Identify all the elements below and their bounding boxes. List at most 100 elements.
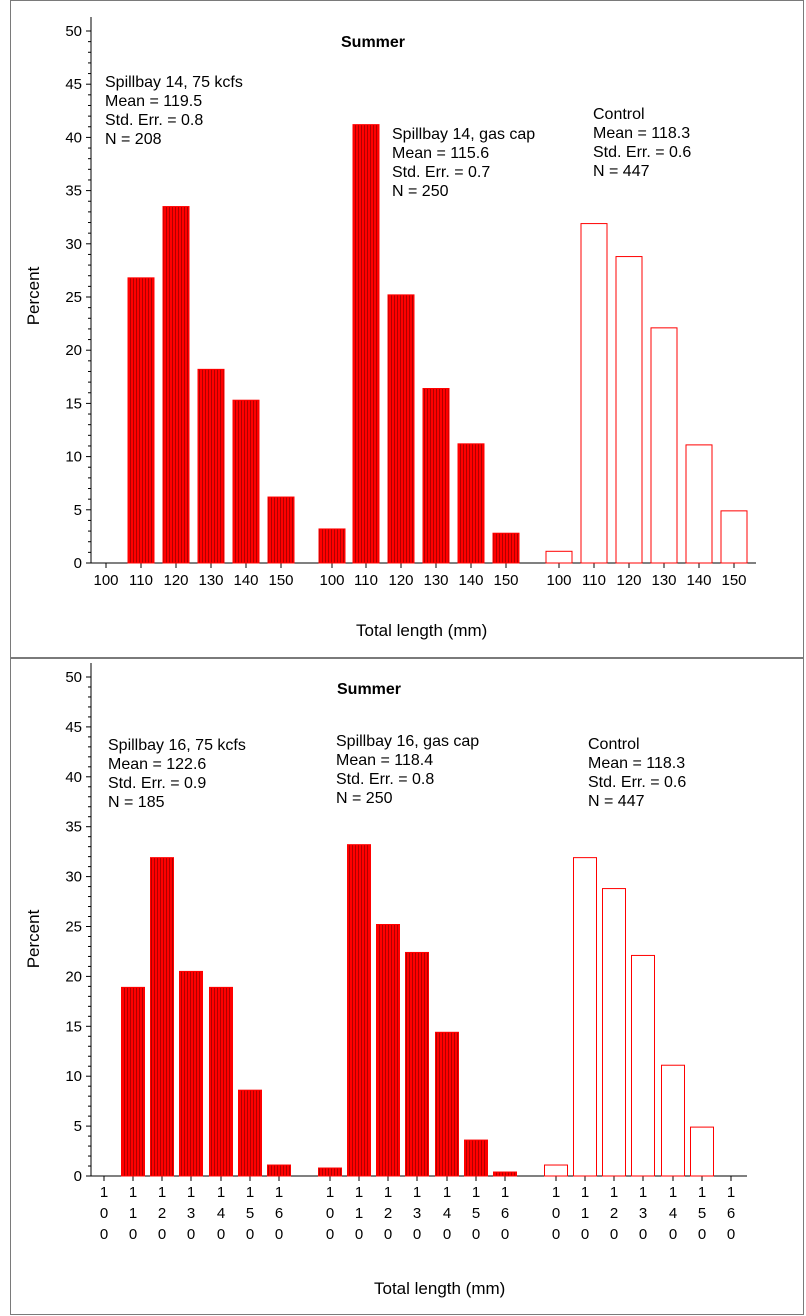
x-axis-label: Total length (mm) xyxy=(356,621,488,640)
series-info-spillbay14-gascap: Spillbay 14, gas cap Mean = 115.6 Std. E… xyxy=(392,125,535,201)
y-tick-label: 40 xyxy=(65,129,82,146)
bar xyxy=(318,1167,342,1177)
x-axis-label: Total length (mm) xyxy=(374,1279,506,1298)
y-axis-label: Percent xyxy=(24,266,43,326)
bar xyxy=(162,206,190,564)
x-tick-label: 100 xyxy=(93,572,118,589)
chart-title: Summer xyxy=(337,681,402,698)
bar xyxy=(545,550,573,564)
bar xyxy=(405,951,429,1177)
series-mean: Mean = 118.3 xyxy=(588,755,686,772)
x-tick-label: 120 xyxy=(388,572,413,589)
series-name: Control xyxy=(588,736,640,753)
series-n: N = 185 xyxy=(108,794,165,811)
series-mean: Mean = 115.6 xyxy=(392,145,490,162)
series-n: N = 208 xyxy=(105,131,162,148)
y-tick-label: 50 xyxy=(65,669,82,686)
bar xyxy=(690,1126,714,1177)
chart-panel-top: 0 5 10 15 20 25 30 35 40 45 50 100 110 120 130 140 150 10… xyxy=(10,0,804,658)
y-tick-label: 25 xyxy=(65,919,82,936)
bar xyxy=(209,986,233,1177)
series-mean: Mean = 122.6 xyxy=(108,756,207,773)
series-info-spillbay16-75kcfs: Spillbay 16, 75 kcfs Mean = 122.6 Std. E… xyxy=(108,736,246,812)
bar xyxy=(602,888,626,1177)
x-tick-label: 130 xyxy=(651,572,676,589)
bar xyxy=(615,256,643,564)
y-tick-label: 0 xyxy=(74,555,82,572)
series-mean: Mean = 119.5 xyxy=(105,93,203,110)
series-name: Spillbay 14, gas cap xyxy=(392,126,536,143)
y-tick-label: 45 xyxy=(65,719,82,736)
y-tick-label: 50 xyxy=(65,23,82,40)
bar xyxy=(232,399,260,564)
series-stderr: Std. Err. = 0.6 xyxy=(593,144,692,161)
series-stderr: Std. Err. = 0.8 xyxy=(105,112,204,129)
bar xyxy=(197,368,225,564)
x-tick-label: 130 xyxy=(198,572,223,589)
y-tick-label: 40 xyxy=(65,769,82,786)
series-stderr: Std. Err. = 0.8 xyxy=(336,771,435,788)
series-info-spillbay14-75kcfs: Spillbay 14, 75 kcfs Mean = 119.5 Std. E… xyxy=(105,73,243,149)
x-tick-label: 150 xyxy=(493,572,518,589)
y-tick-label: 20 xyxy=(65,968,82,985)
y-tick-label: 25 xyxy=(65,289,82,306)
bar xyxy=(580,223,608,564)
y-tick-label: 15 xyxy=(65,1018,82,1035)
bar xyxy=(720,510,748,564)
series-info-control: Control Mean = 118.3 Std. Err. = 0.6 N =… xyxy=(593,105,691,181)
y-tick-label: 15 xyxy=(65,395,82,412)
x-tick-label: 110 xyxy=(129,572,153,589)
series-stderr: Std. Err. = 0.9 xyxy=(108,775,207,792)
bar xyxy=(661,1064,685,1177)
x-tick-label: 120 xyxy=(163,572,188,589)
bar xyxy=(631,954,655,1177)
bar xyxy=(492,532,520,564)
x-tick-label: 130 xyxy=(423,572,448,589)
bar xyxy=(121,986,145,1177)
bar xyxy=(464,1139,488,1177)
y-tick-label: 35 xyxy=(65,183,82,200)
series-stderr: Std. Err. = 0.7 xyxy=(392,164,491,181)
bar xyxy=(573,857,597,1177)
bar xyxy=(544,1164,568,1177)
y-tick-label: 5 xyxy=(74,1118,82,1135)
bar xyxy=(318,528,346,564)
x-tick-label: 110 xyxy=(582,572,606,589)
y-tick-label: 0 xyxy=(74,1168,82,1185)
series-n: N = 447 xyxy=(588,793,645,810)
series-name: Spillbay 16, gas cap xyxy=(336,733,480,750)
series-mean: Mean = 118.4 xyxy=(336,752,434,769)
series-name: Spillbay 14, 75 kcfs xyxy=(105,74,243,91)
series-mean: Mean = 118.3 xyxy=(593,125,691,142)
y-axis-label: Percent xyxy=(24,909,43,969)
bar xyxy=(435,1031,459,1177)
x-tick-label: 140 xyxy=(686,572,711,589)
series-n: N = 447 xyxy=(593,163,650,180)
y-tick-label: 30 xyxy=(65,236,82,253)
bar xyxy=(387,294,415,564)
series-stderr: Std. Err. = 0.6 xyxy=(588,774,687,791)
bar xyxy=(376,924,400,1177)
series-info-control: Control Mean = 118.3 Std. Err. = 0.6 N =… xyxy=(588,735,686,811)
series-info-spillbay16-gascap: Spillbay 16, gas cap Mean = 118.4 Std. E… xyxy=(336,732,479,808)
chart-panel-bottom: 0 5 10 15 20 25 30 35 40 45 50 1 0 0 1 1 0 1 2 0 1 3 0 1 4 0 1 5 0 1 6… xyxy=(10,658,804,1315)
chart-plot-top: 0 5 10 15 20 25 30 35 40 45 50 100 110 120 130 140 150 10… xyxy=(65,17,756,589)
bar xyxy=(422,388,450,564)
y-tick-label: 10 xyxy=(65,449,82,466)
chart-title: Summer xyxy=(341,34,406,51)
